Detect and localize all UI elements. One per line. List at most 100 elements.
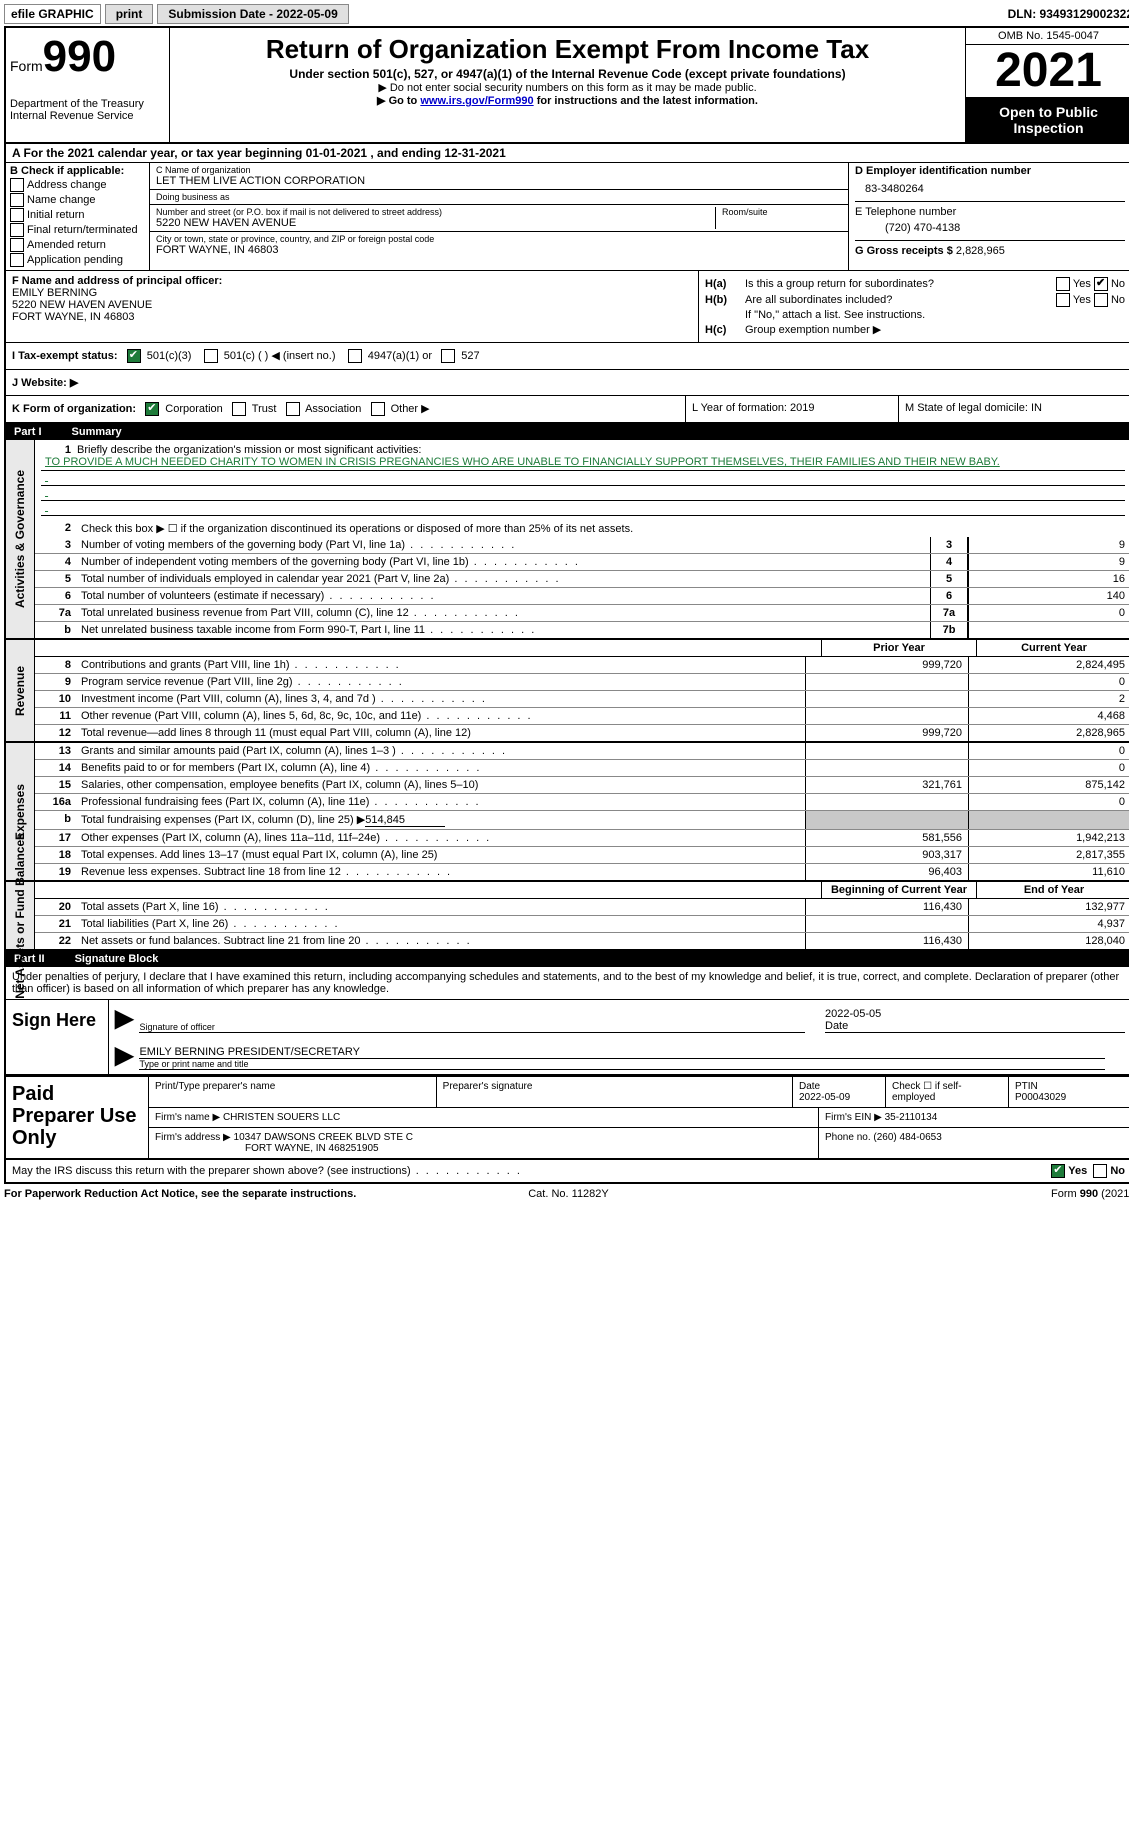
department-label: Department of the Treasury — [10, 98, 165, 110]
line7a-val: 0 — [968, 605, 1129, 621]
street-label: Number and street (or P.O. box if mail i… — [156, 207, 709, 217]
sig-name-title: EMILY BERNING PRESIDENT/SECRETARY — [139, 1046, 1105, 1059]
may-yes-cb[interactable] — [1051, 1164, 1065, 1178]
begin-year-hdr: Beginning of Current Year — [821, 882, 976, 898]
sig-officer-label: Signature of officer — [139, 1022, 805, 1032]
form-note1: ▶ Do not enter social security numbers o… — [178, 81, 957, 94]
hc-label: H(c) — [705, 324, 745, 336]
prep-date-label: Date — [799, 1081, 879, 1092]
tax-status-label: I Tax-exempt status: — [12, 350, 118, 362]
part-ii-header: Part II Signature Block — [6, 951, 1129, 967]
cb-4947[interactable] — [348, 349, 362, 363]
line22: Net assets or fund balances. Subtract li… — [77, 933, 805, 949]
line22-prior: 116,430 — [805, 933, 968, 949]
website-label: J Website: ▶ — [12, 377, 78, 389]
prep-phone-label: Phone no. — [825, 1132, 871, 1143]
cb-initial-return[interactable]: Initial return — [10, 208, 145, 222]
cb-501c[interactable] — [204, 349, 218, 363]
org-name: LET THEM LIVE ACTION CORPORATION — [156, 175, 842, 187]
header-center: Return of Organization Exempt From Incom… — [170, 28, 965, 142]
line15-curr: 875,142 — [968, 777, 1129, 793]
line11-prior — [805, 708, 968, 724]
cb-501c3[interactable] — [127, 349, 141, 363]
cb-name-change[interactable]: Name change — [10, 193, 145, 207]
signature-block: Under penalties of perjury, I declare th… — [6, 967, 1129, 1076]
line19-prior: 96,403 — [805, 864, 968, 880]
hb-label: H(b) — [705, 294, 745, 306]
cb-address-change[interactable]: Address change — [10, 178, 145, 192]
line5: Total number of individuals employed in … — [77, 571, 930, 587]
cb-final-return[interactable]: Final return/terminated — [10, 223, 145, 237]
self-employed-check[interactable]: Check ☐ if self-employed — [886, 1077, 1009, 1107]
cb-association[interactable] — [286, 402, 300, 416]
tax-year: 2021 — [966, 45, 1129, 98]
line16b-prefix: Total fundraising expenses (Part IX, col… — [81, 814, 365, 826]
cb-corporation[interactable] — [145, 402, 159, 416]
line7a: Total unrelated business revenue from Pa… — [77, 605, 930, 621]
ha-yes-cb[interactable] — [1056, 277, 1070, 291]
sig-date-value: 2022-05-05 — [825, 1008, 1125, 1020]
firm-name-value: CHRISTEN SOUERS LLC — [223, 1112, 340, 1123]
type-name-label: Type or print name and title — [139, 1059, 1105, 1069]
ha-label: H(a) — [705, 278, 745, 290]
line20-curr: 132,977 — [968, 899, 1129, 915]
line19: Revenue less expenses. Subtract line 18 … — [77, 864, 805, 880]
firm-addr1: 10347 DAWSONS CREEK BLVD STE C — [234, 1132, 414, 1143]
line15-prior: 321,761 — [805, 777, 968, 793]
line14-curr: 0 — [968, 760, 1129, 776]
note2-suffix: for instructions and the latest informat… — [534, 95, 758, 107]
hc-text: Group exemption number ▶ — [745, 323, 1125, 336]
line9-curr: 0 — [968, 674, 1129, 690]
arrow-icon-2: ▶ — [115, 1041, 133, 1070]
note2-prefix: ▶ Go to — [377, 95, 420, 107]
cb-application-pending[interactable]: Application pending — [10, 253, 145, 267]
dba-label: Doing business as — [156, 192, 842, 202]
line21-curr: 4,937 — [968, 916, 1129, 932]
col-b-checkboxes: B Check if applicable: Address change Na… — [6, 163, 150, 270]
row-i-tax-status: I Tax-exempt status: 501(c)(3) 501(c) ( … — [6, 343, 1129, 370]
part-i-tag: Part I — [14, 426, 42, 438]
paid-preparer-block: Paid Preparer Use Only Print/Type prepar… — [6, 1076, 1129, 1160]
cb-trust[interactable] — [232, 402, 246, 416]
row-j-website: J Website: ▶ — [6, 370, 1129, 396]
line17: Other expenses (Part IX, column (A), lin… — [77, 830, 805, 846]
line1-label: Briefly describe the organization's miss… — [77, 444, 421, 456]
line20: Total assets (Part X, line 16) — [77, 899, 805, 915]
print-button[interactable]: print — [105, 4, 154, 24]
top-toolbar: efile GRAPHIC print Submission Date - 20… — [4, 4, 1129, 24]
sign-here-label: Sign Here — [6, 1000, 109, 1074]
hb-yes-cb[interactable] — [1056, 293, 1070, 307]
line10-curr: 2 — [968, 691, 1129, 707]
page-footer: For Paperwork Reduction Act Notice, see … — [4, 1184, 1129, 1204]
cb-other[interactable] — [371, 402, 385, 416]
side-revenue: Revenue — [6, 640, 35, 741]
row-a-calendar: A For the 2021 calendar year, or tax yea… — [6, 144, 1129, 163]
line18: Total expenses. Add lines 13–17 (must eq… — [77, 847, 805, 863]
section-activities: Activities & Governance 1Briefly describ… — [6, 440, 1129, 640]
form-footer: Form 990 (2021) — [1051, 1188, 1129, 1200]
col-c-org-info: C Name of organization LET THEM LIVE ACT… — [150, 163, 849, 270]
line10: Investment income (Part VIII, column (A)… — [77, 691, 805, 707]
may-no-cb[interactable] — [1093, 1164, 1107, 1178]
form-subtitle: Under section 501(c), 527, or 4947(a)(1)… — [178, 67, 957, 81]
section-revenue: Revenue Prior YearCurrent Year 8Contribu… — [6, 640, 1129, 743]
line16b-curr-shaded — [968, 811, 1129, 829]
efile-label: efile GRAPHIC — [4, 4, 101, 24]
suite-label: Room/suite — [716, 207, 842, 229]
ha-no-cb[interactable] — [1094, 277, 1108, 291]
line16a: Professional fundraising fees (Part IX, … — [77, 794, 805, 810]
arrow-icon: ▶ — [115, 1004, 133, 1033]
cb-527[interactable] — [441, 349, 455, 363]
gross-value: 2,828,965 — [956, 245, 1005, 257]
hb-no-cb[interactable] — [1094, 293, 1108, 307]
officer-label: F Name and address of principal officer: — [12, 275, 692, 287]
ein-value: 83-3480264 — [865, 183, 1125, 195]
line9: Program service revenue (Part VIII, line… — [77, 674, 805, 690]
cb-amended-return[interactable]: Amended return — [10, 238, 145, 252]
firm-addr2: FORT WAYNE, IN 468251905 — [245, 1143, 379, 1154]
paperwork-notice: For Paperwork Reduction Act Notice, see … — [4, 1188, 380, 1200]
line12-curr: 2,828,965 — [968, 725, 1129, 741]
irs-link[interactable]: www.irs.gov/Form990 — [420, 95, 533, 107]
city-value: FORT WAYNE, IN 46803 — [156, 244, 842, 256]
part-i-header: Part I Summary — [6, 424, 1129, 440]
